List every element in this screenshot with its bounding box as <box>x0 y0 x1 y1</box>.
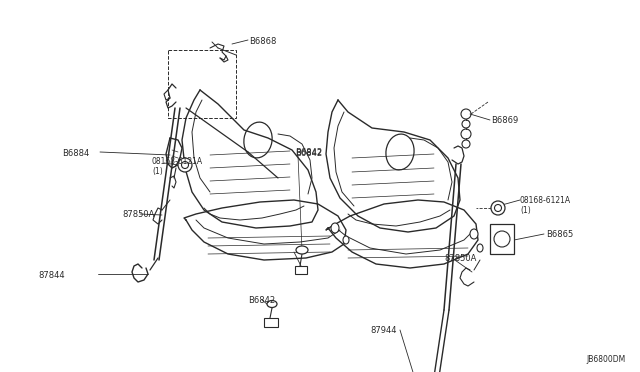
Circle shape <box>178 158 192 172</box>
Ellipse shape <box>470 229 478 239</box>
Text: B6869: B6869 <box>491 116 518 125</box>
Text: 08168-6121A: 08168-6121A <box>520 196 571 205</box>
Text: 87944: 87944 <box>370 326 397 335</box>
Circle shape <box>495 205 502 212</box>
Text: B6884: B6884 <box>62 149 89 158</box>
Circle shape <box>491 201 505 215</box>
Text: B6842: B6842 <box>295 149 322 158</box>
Text: 87850A: 87850A <box>122 210 154 219</box>
Bar <box>295 266 307 274</box>
Ellipse shape <box>477 244 483 252</box>
Text: B6842: B6842 <box>248 296 275 305</box>
Text: B6842: B6842 <box>295 148 322 157</box>
Text: B6868: B6868 <box>249 37 276 46</box>
Text: 87850A: 87850A <box>444 254 476 263</box>
Ellipse shape <box>343 236 349 244</box>
Text: 87844: 87844 <box>38 271 65 280</box>
Bar <box>264 318 278 327</box>
Ellipse shape <box>331 223 339 233</box>
Bar <box>168 50 236 118</box>
Text: 08168-6121A: 08168-6121A <box>152 157 203 166</box>
Ellipse shape <box>296 246 308 254</box>
Circle shape <box>182 161 189 169</box>
Text: JB6800DM: JB6800DM <box>586 355 625 364</box>
Bar <box>490 224 514 254</box>
Ellipse shape <box>267 301 277 308</box>
Text: (1): (1) <box>152 167 163 176</box>
Text: B6865: B6865 <box>546 230 573 239</box>
Text: (1): (1) <box>520 206 531 215</box>
